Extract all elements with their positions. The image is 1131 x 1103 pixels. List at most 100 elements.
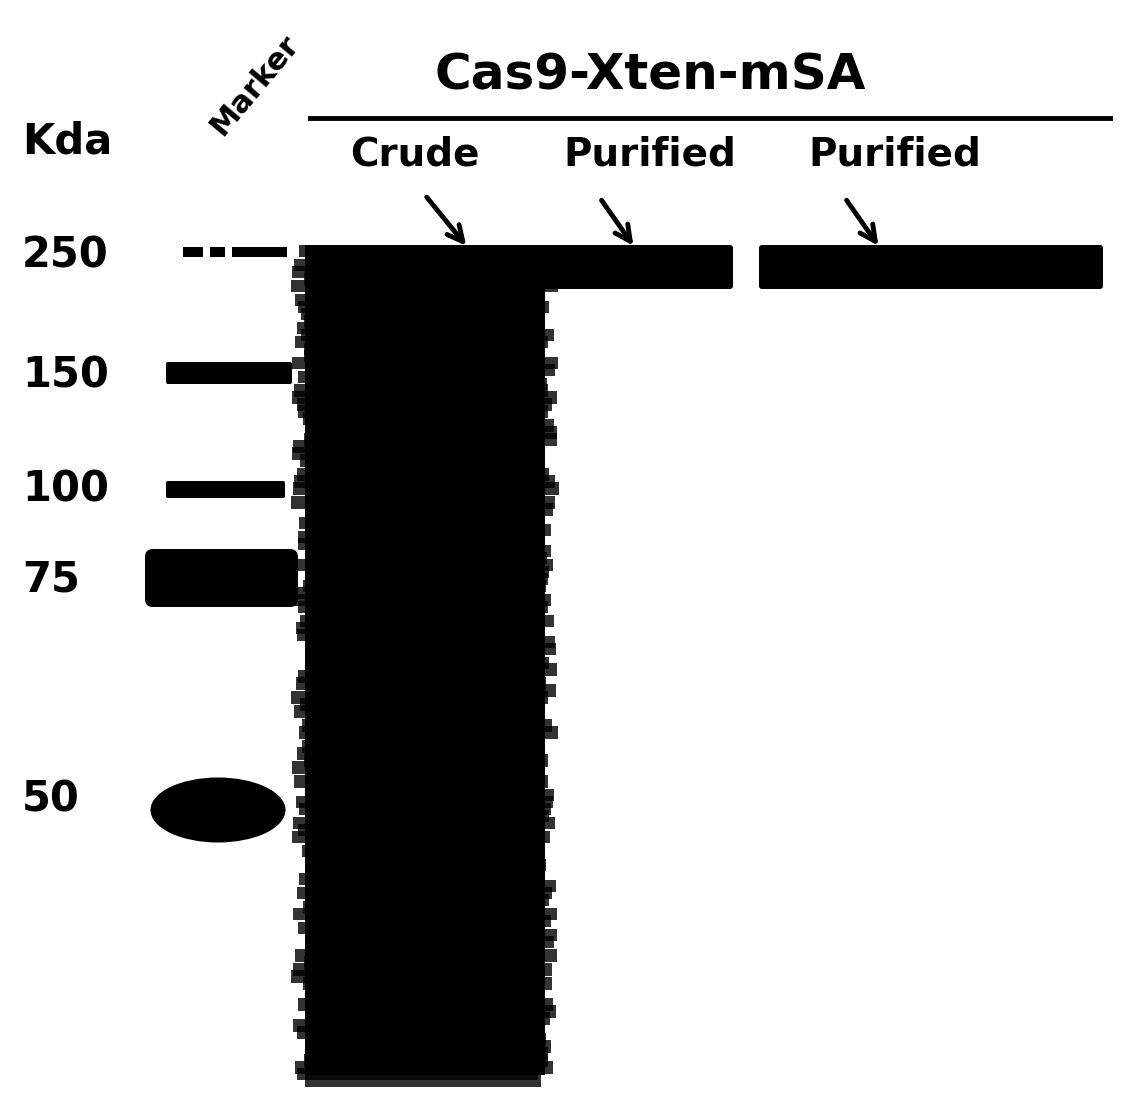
Bar: [292, 761, 543, 773]
Bar: [312, 364, 555, 376]
Bar: [312, 427, 556, 439]
Bar: [303, 977, 552, 989]
Bar: [292, 831, 550, 844]
Bar: [307, 377, 546, 390]
Bar: [302, 740, 544, 752]
Bar: [304, 433, 558, 446]
Bar: [308, 489, 542, 502]
Bar: [312, 866, 539, 878]
Bar: [294, 950, 556, 962]
Bar: [183, 247, 202, 257]
Bar: [311, 552, 547, 565]
Bar: [300, 454, 543, 467]
Text: 150: 150: [21, 354, 109, 396]
Bar: [304, 350, 541, 362]
Bar: [232, 247, 287, 257]
Bar: [303, 901, 543, 913]
Bar: [309, 287, 542, 299]
Bar: [297, 322, 545, 334]
Bar: [305, 245, 545, 1075]
Bar: [309, 893, 550, 906]
Bar: [305, 1075, 541, 1088]
Bar: [312, 419, 554, 431]
Bar: [300, 245, 558, 257]
Bar: [293, 963, 552, 976]
Bar: [292, 392, 556, 404]
Bar: [297, 468, 549, 481]
Bar: [293, 817, 555, 829]
Bar: [301, 308, 543, 320]
Bar: [305, 643, 556, 655]
Bar: [307, 859, 545, 871]
Bar: [293, 356, 558, 370]
Bar: [305, 1005, 555, 1018]
Bar: [304, 1054, 547, 1067]
Text: 75: 75: [21, 559, 80, 601]
Bar: [308, 251, 550, 265]
Bar: [299, 824, 541, 836]
Bar: [291, 692, 549, 704]
Text: Cas9-Xten-mSA: Cas9-Xten-mSA: [434, 52, 865, 100]
Bar: [309, 685, 556, 697]
Bar: [295, 335, 549, 349]
FancyBboxPatch shape: [166, 362, 292, 384]
Bar: [294, 559, 553, 571]
Bar: [296, 622, 538, 634]
Bar: [297, 747, 538, 760]
Text: Purified: Purified: [809, 135, 982, 173]
Bar: [297, 371, 539, 383]
Bar: [308, 572, 547, 586]
Text: Marker: Marker: [205, 30, 305, 140]
Bar: [296, 887, 552, 899]
Bar: [302, 845, 542, 857]
Bar: [311, 635, 555, 649]
Bar: [308, 510, 538, 523]
Bar: [303, 413, 541, 425]
Bar: [299, 803, 551, 815]
Bar: [294, 775, 547, 788]
Bar: [311, 914, 551, 927]
Bar: [292, 266, 556, 278]
Bar: [311, 935, 554, 947]
Text: 50: 50: [21, 779, 80, 821]
Bar: [293, 440, 542, 452]
Bar: [305, 838, 537, 850]
Bar: [291, 971, 541, 983]
Bar: [292, 587, 539, 599]
Bar: [309, 664, 556, 676]
Bar: [307, 545, 551, 557]
Bar: [294, 259, 541, 271]
Bar: [294, 705, 544, 718]
Bar: [293, 908, 556, 920]
Bar: [297, 1068, 537, 1081]
Bar: [299, 531, 538, 544]
Text: 100: 100: [21, 469, 109, 511]
Bar: [304, 343, 538, 355]
Bar: [296, 677, 546, 689]
Bar: [305, 852, 541, 865]
Bar: [304, 754, 549, 767]
Bar: [312, 713, 544, 725]
Bar: [311, 608, 543, 620]
Bar: [302, 580, 546, 592]
Bar: [310, 524, 551, 536]
Bar: [297, 538, 544, 550]
Bar: [294, 475, 554, 488]
Bar: [296, 1026, 543, 1039]
Bar: [312, 782, 543, 794]
Bar: [304, 272, 553, 286]
Bar: [300, 614, 553, 628]
Bar: [297, 601, 549, 613]
Bar: [293, 1019, 545, 1031]
Bar: [297, 671, 539, 683]
Bar: [291, 496, 555, 508]
Bar: [307, 503, 553, 515]
Bar: [299, 872, 539, 886]
Bar: [309, 650, 541, 662]
Bar: [305, 789, 554, 802]
Bar: [304, 314, 541, 328]
Bar: [312, 733, 543, 746]
Text: Purified: Purified: [563, 135, 736, 173]
Bar: [299, 998, 553, 1010]
Bar: [296, 398, 552, 411]
